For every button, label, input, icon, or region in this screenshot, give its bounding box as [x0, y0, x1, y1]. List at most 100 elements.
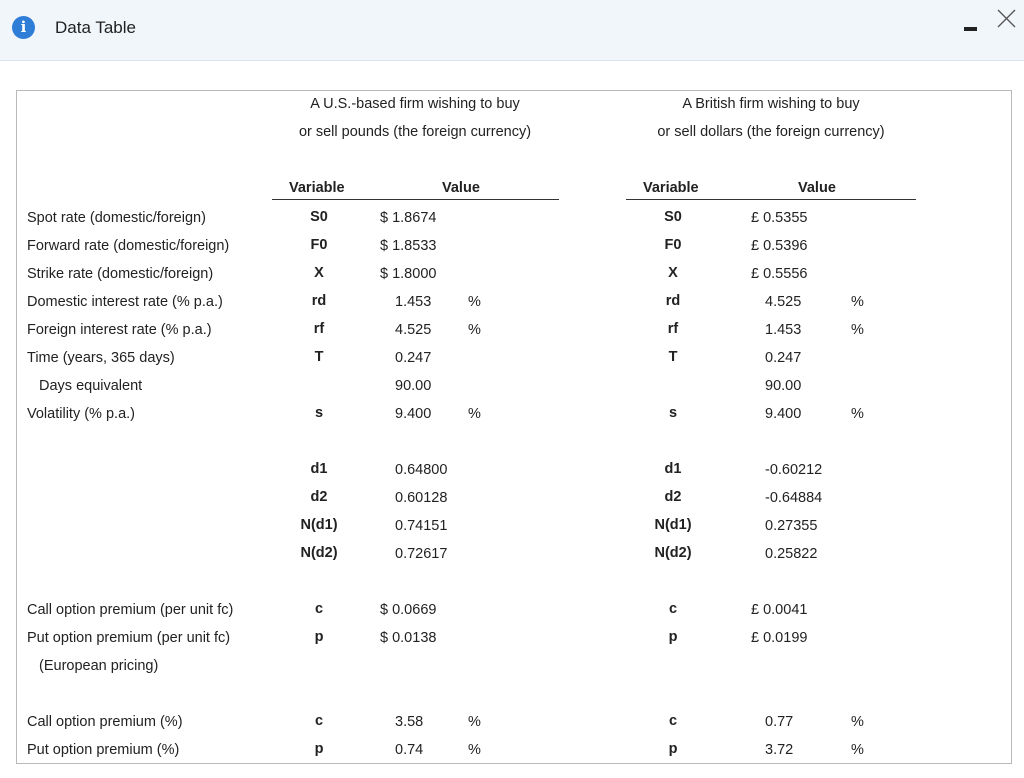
us-value-header: Value [442, 180, 480, 196]
uk-header-line1: A British firm wishing to buy [682, 96, 860, 112]
us-header-line2: or sell pounds (the foreign currency) [298, 124, 532, 140]
uk-value: £ 0.0041 [751, 602, 808, 618]
row-label: Call option premium (%) [27, 714, 183, 730]
us-variable: N(d1) [300, 517, 338, 533]
us-value: $ 1.8000 [380, 266, 437, 282]
minimize-icon [964, 27, 977, 31]
row-label: Put option premium (%) [27, 742, 180, 758]
us-unit: % [468, 322, 481, 338]
us-variable-header: Variable [289, 180, 345, 196]
us-header-underline [272, 199, 559, 200]
uk-value: £ 0.5355 [751, 210, 808, 226]
us-variable: F0 [310, 237, 328, 253]
uk-value-header: Value [798, 180, 836, 196]
us-variable: s [314, 405, 324, 421]
uk-value: £ 0.5396 [751, 238, 808, 254]
us-value: 3.58 [395, 714, 424, 730]
row-label: Spot rate (domestic/foreign) [27, 210, 206, 226]
row-label: (European pricing) [39, 658, 159, 674]
uk-value: 9.400 [765, 406, 802, 422]
uk-value: -0.64884 [765, 490, 823, 506]
uk-variable: N(d1) [654, 517, 692, 533]
us-unit: % [468, 742, 481, 758]
us-value: $ 0.0138 [380, 630, 437, 646]
title-bar: i Data Table [0, 0, 1024, 61]
uk-unit: % [851, 294, 864, 310]
us-value: 0.60128 [395, 490, 448, 506]
uk-value: 0.27355 [765, 518, 818, 534]
uk-variable: N(d2) [654, 545, 692, 561]
us-variable: c [314, 601, 324, 617]
uk-value: 0.77 [765, 714, 794, 730]
uk-value: £ 0.5556 [751, 266, 808, 282]
uk-value: 3.72 [765, 742, 794, 758]
us-variable: X [314, 265, 324, 281]
uk-unit: % [851, 714, 864, 730]
us-value: $ 0.0669 [380, 602, 437, 618]
uk-header-line2: or sell dollars (the foreign currency) [657, 124, 885, 140]
us-unit: % [468, 294, 481, 310]
uk-value: 4.525 [765, 294, 802, 310]
row-label: Put option premium (per unit fc) [27, 630, 231, 646]
window-title: Data Table [55, 18, 136, 37]
us-variable: N(d2) [300, 545, 338, 561]
uk-value: 1.453 [765, 322, 802, 338]
uk-variable: c [668, 601, 678, 617]
info-icon: i [12, 16, 35, 39]
us-value: 0.74151 [395, 518, 448, 534]
row-label: Strike rate (domestic/foreign) [27, 266, 214, 282]
uk-variable: p [668, 741, 678, 757]
us-variable: c [314, 713, 324, 729]
us-variable: T [314, 349, 324, 365]
row-label: Domestic interest rate (% p.a.) [27, 294, 223, 310]
row-label: Call option premium (per unit fc) [27, 602, 234, 618]
row-label: Forward rate (domestic/foreign) [27, 238, 230, 254]
us-value: 0.247 [395, 350, 432, 366]
us-variable: rd [311, 293, 327, 309]
us-value: 0.74 [395, 742, 424, 758]
uk-variable: T [668, 349, 678, 365]
row-label: Time (years, 365 days) [27, 350, 175, 366]
us-value: 1.453 [395, 294, 432, 310]
uk-variable-header: Variable [643, 180, 699, 196]
us-value: $ 1.8674 [380, 210, 437, 226]
uk-variable: S0 [664, 209, 682, 225]
close-icon [997, 9, 1016, 28]
uk-variable: d2 [664, 489, 682, 505]
us-value: 0.64800 [395, 462, 448, 478]
us-variable: d2 [310, 489, 328, 505]
uk-variable: c [668, 713, 678, 729]
uk-value: £ 0.0199 [751, 630, 808, 646]
row-label: Volatility (% p.a.) [27, 406, 135, 422]
data-table-panel: A U.S.-based firm wishing to buy or sell… [16, 90, 1012, 764]
uk-header-underline [626, 199, 916, 200]
uk-variable: X [668, 265, 678, 281]
us-unit: % [468, 406, 481, 422]
us-value: 9.400 [395, 406, 432, 422]
row-label: Days equivalent [39, 378, 143, 394]
uk-value: 0.247 [765, 350, 802, 366]
us-variable: p [314, 741, 324, 757]
uk-variable: s [668, 405, 678, 421]
uk-value: -0.60212 [765, 462, 823, 478]
us-value: 90.00 [395, 378, 432, 394]
us-value: $ 1.8533 [380, 238, 437, 254]
uk-value: 90.00 [765, 378, 802, 394]
us-variable: S0 [310, 209, 328, 225]
minimize-button[interactable] [958, 14, 982, 38]
us-header-line1: A U.S.-based firm wishing to buy [310, 96, 520, 112]
uk-unit: % [851, 406, 864, 422]
us-variable: p [314, 629, 324, 645]
row-label: Foreign interest rate (% p.a.) [27, 322, 212, 338]
us-variable: rf [313, 321, 325, 337]
uk-unit: % [851, 742, 864, 758]
us-unit: % [468, 714, 481, 730]
close-button[interactable] [994, 6, 1020, 32]
uk-unit: % [851, 322, 864, 338]
uk-variable: d1 [664, 461, 682, 477]
us-value: 4.525 [395, 322, 432, 338]
uk-variable: p [668, 629, 678, 645]
uk-value: 0.25822 [765, 546, 818, 562]
uk-variable: rd [665, 293, 681, 309]
uk-variable: F0 [664, 237, 682, 253]
